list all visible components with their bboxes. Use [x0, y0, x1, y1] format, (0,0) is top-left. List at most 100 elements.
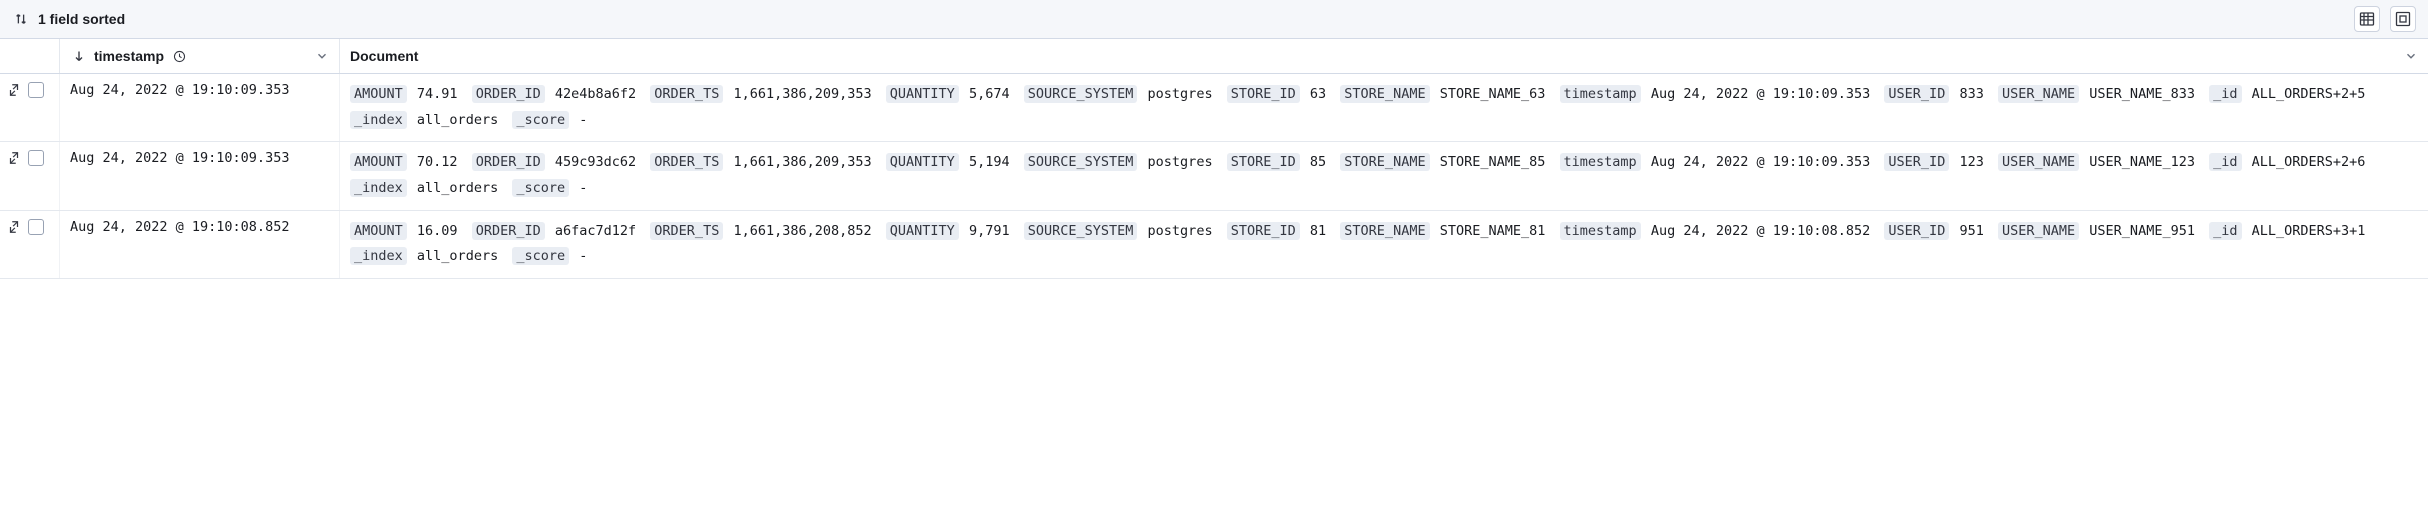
header-timestamp-col[interactable]: timestamp: [60, 39, 340, 73]
row-controls: [0, 211, 60, 278]
chevron-down-icon[interactable]: [2404, 49, 2418, 63]
field-key: STORE_NAME: [1340, 153, 1429, 171]
table-row: Aug 24, 2022 @ 19:10:09.353AMOUNT 70.12 …: [0, 142, 2428, 210]
field-key: QUANTITY: [886, 85, 959, 103]
sort-label: 1 field sorted: [38, 11, 125, 27]
field-value: STORE_NAME_63: [1440, 86, 1546, 102]
density-icon[interactable]: [2354, 6, 2380, 32]
field-key: ORDER_ID: [472, 222, 545, 240]
row-document: AMOUNT 74.91 ORDER_ID 42e4b8a6f2 ORDER_T…: [340, 74, 2428, 141]
field-key: _score: [512, 179, 569, 197]
field-value: 5,674: [969, 86, 1010, 102]
header-document-col[interactable]: Document: [340, 39, 2428, 73]
row-checkbox[interactable]: [28, 82, 44, 98]
field-value: 833: [1959, 86, 1983, 102]
header-timestamp-label: timestamp: [94, 48, 164, 64]
field-key: STORE_ID: [1227, 222, 1300, 240]
field-value: -: [579, 112, 587, 128]
row-timestamp: Aug 24, 2022 @ 19:10:09.353: [60, 142, 340, 209]
field-value: 951: [1959, 223, 1983, 239]
field-value: postgres: [1148, 86, 1213, 102]
expand-icon[interactable]: [6, 150, 22, 166]
row-timestamp: Aug 24, 2022 @ 19:10:08.852: [60, 211, 340, 278]
field-value: 1,661,386,208,852: [733, 223, 871, 239]
row-checkbox[interactable]: [28, 219, 44, 235]
field-value: 81: [1310, 223, 1326, 239]
field-value: USER_NAME_833: [2089, 86, 2195, 102]
field-value: all_orders: [417, 112, 498, 128]
field-key: timestamp: [1560, 85, 1641, 103]
field-key: _score: [512, 111, 569, 129]
field-value: -: [579, 248, 587, 264]
field-value: USER_NAME_951: [2089, 223, 2195, 239]
field-value: 70.12: [417, 154, 458, 170]
row-document: AMOUNT 70.12 ORDER_ID 459c93dc62 ORDER_T…: [340, 142, 2428, 209]
field-value: Aug 24, 2022 @ 19:10:08.852: [1651, 223, 1870, 239]
field-value: ALL_ORDERS+2+6: [2252, 154, 2366, 170]
field-key: ORDER_TS: [650, 222, 723, 240]
sort-status[interactable]: 1 field sorted: [12, 10, 125, 28]
field-key: ORDER_ID: [472, 85, 545, 103]
row-controls: [0, 142, 60, 209]
field-value: 16.09: [417, 223, 458, 239]
field-key: USER_NAME: [1998, 222, 2079, 240]
toolbar-actions: [2354, 6, 2416, 32]
table-row: Aug 24, 2022 @ 19:10:09.353AMOUNT 74.91 …: [0, 74, 2428, 142]
chevron-down-icon[interactable]: [315, 49, 329, 63]
fullscreen-icon[interactable]: [2390, 6, 2416, 32]
row-controls: [0, 74, 60, 141]
sort-icon: [12, 10, 30, 28]
clock-icon: [170, 47, 188, 65]
field-value: 63: [1310, 86, 1326, 102]
field-key: _id: [2209, 153, 2241, 171]
field-key: STORE_ID: [1227, 153, 1300, 171]
field-key: AMOUNT: [350, 85, 407, 103]
field-value: 1,661,386,209,353: [733, 86, 871, 102]
field-key: _index: [350, 179, 407, 197]
header-document-label: Document: [350, 48, 418, 64]
field-value: ALL_ORDERS+2+5: [2252, 86, 2366, 102]
field-key: STORE_NAME: [1340, 85, 1429, 103]
field-value: 1,661,386,209,353: [733, 154, 871, 170]
field-value: 74.91: [417, 86, 458, 102]
field-value: USER_NAME_123: [2089, 154, 2195, 170]
field-key: _index: [350, 247, 407, 265]
row-timestamp: Aug 24, 2022 @ 19:10:09.353: [60, 74, 340, 141]
field-value: 9,791: [969, 223, 1010, 239]
field-value: STORE_NAME_81: [1440, 223, 1546, 239]
field-key: USER_NAME: [1998, 153, 2079, 171]
field-key: SOURCE_SYSTEM: [1024, 153, 1138, 171]
expand-icon[interactable]: [6, 219, 22, 235]
field-value: -: [579, 180, 587, 196]
header-controls-col: [0, 39, 60, 73]
field-value: postgres: [1148, 223, 1213, 239]
field-key: USER_ID: [1884, 222, 1949, 240]
field-key: AMOUNT: [350, 153, 407, 171]
field-key: AMOUNT: [350, 222, 407, 240]
field-key: _id: [2209, 85, 2241, 103]
row-checkbox[interactable]: [28, 150, 44, 166]
field-key: _index: [350, 111, 407, 129]
field-key: USER_ID: [1884, 153, 1949, 171]
field-value: 123: [1959, 154, 1983, 170]
field-key: ORDER_ID: [472, 153, 545, 171]
field-key: timestamp: [1560, 153, 1641, 171]
field-key: _score: [512, 247, 569, 265]
field-key: STORE_ID: [1227, 85, 1300, 103]
field-value: Aug 24, 2022 @ 19:10:09.353: [1651, 154, 1870, 170]
field-key: STORE_NAME: [1340, 222, 1429, 240]
field-value: a6fac7d12f: [555, 223, 636, 239]
field-value: all_orders: [417, 180, 498, 196]
field-value: STORE_NAME_85: [1440, 154, 1546, 170]
row-document: AMOUNT 16.09 ORDER_ID a6fac7d12f ORDER_T…: [340, 211, 2428, 278]
field-key: ORDER_TS: [650, 153, 723, 171]
toolbar: 1 field sorted: [0, 0, 2428, 39]
field-key: ORDER_TS: [650, 85, 723, 103]
field-key: USER_ID: [1884, 85, 1949, 103]
field-key: _id: [2209, 222, 2241, 240]
field-value: ALL_ORDERS+3+1: [2252, 223, 2366, 239]
field-value: Aug 24, 2022 @ 19:10:09.353: [1651, 86, 1870, 102]
table-body: Aug 24, 2022 @ 19:10:09.353AMOUNT 74.91 …: [0, 74, 2428, 279]
expand-icon[interactable]: [6, 82, 22, 98]
table-row: Aug 24, 2022 @ 19:10:08.852AMOUNT 16.09 …: [0, 211, 2428, 279]
